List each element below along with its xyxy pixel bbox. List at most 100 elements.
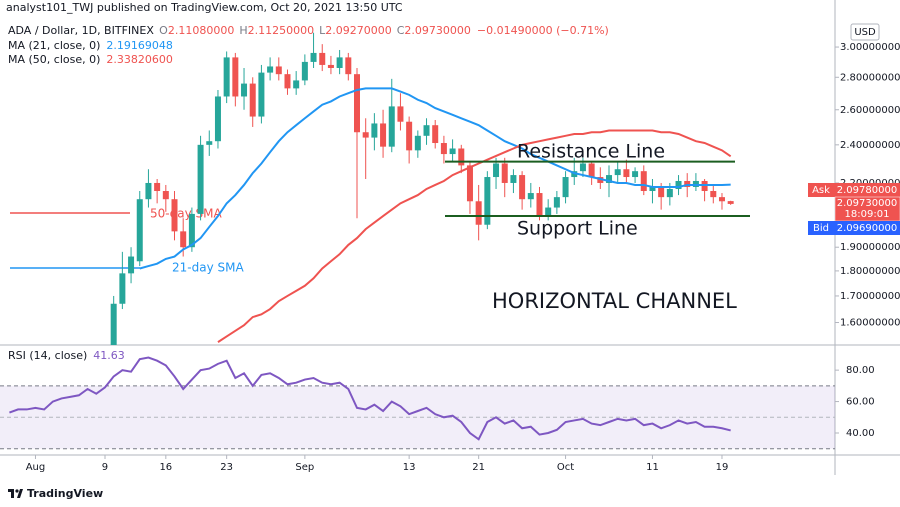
- y-tick-label: 40.00: [846, 428, 875, 439]
- legend-value: 2.33820600: [106, 53, 172, 66]
- candle-body: [327, 64, 334, 68]
- candle-body: [249, 83, 256, 117]
- series-line: [9, 356, 731, 441]
- candle-body: [553, 197, 560, 208]
- candle-body: [258, 72, 265, 117]
- candle-body: [449, 148, 456, 155]
- candle-body: [718, 197, 725, 202]
- candle-body: [162, 191, 169, 200]
- ohlc-value: 2.11250000: [248, 24, 314, 37]
- series-line: [217, 129, 732, 343]
- x-tick-label: Oct: [557, 462, 574, 473]
- annotation: HORIZONTAL CHANNEL: [492, 289, 737, 313]
- y-tick-label: 1.60000000: [840, 318, 900, 329]
- candle-body: [119, 273, 126, 304]
- candle-body: [579, 163, 586, 172]
- series-line: [139, 87, 731, 270]
- ohlc-key: C: [397, 24, 405, 37]
- candle-body: [180, 231, 187, 248]
- candle-body: [223, 57, 230, 97]
- last-price: 2.09730000: [837, 198, 897, 209]
- candle-body: [666, 188, 673, 198]
- candle-body: [362, 132, 369, 138]
- legend-entry: MA (50, close, 0) 2.33820600: [8, 53, 173, 66]
- bid-box: [835, 221, 900, 235]
- annotation: 21-day SMA: [172, 261, 244, 275]
- candle-body: [458, 148, 465, 166]
- candle-body: [275, 66, 282, 75]
- candle-body: [701, 180, 708, 192]
- candle-body: [206, 141, 213, 145]
- ask-price: 2.09780000: [837, 185, 897, 196]
- candle-body: [519, 175, 526, 200]
- bid-price: 2.09690000: [837, 223, 897, 234]
- bid-tag: Bid: [813, 223, 829, 234]
- x-tick-label: 21: [472, 462, 485, 473]
- legend-value: 41.63: [93, 349, 125, 362]
- candle-body: [527, 193, 534, 200]
- candle-body: [380, 123, 387, 147]
- x-tick-label: 13: [403, 462, 416, 473]
- candle-body: [406, 121, 413, 151]
- candle-body: [214, 96, 221, 142]
- x-tick-label: Aug: [26, 462, 46, 473]
- candle-body: [423, 125, 430, 136]
- y-tick-label: 1.90000000: [840, 242, 900, 253]
- candle-body: [154, 182, 161, 192]
- candle-body: [632, 171, 639, 178]
- candle-body: [727, 201, 734, 204]
- x-tick-label: 23: [220, 462, 233, 473]
- last-price-box: [834, 196, 900, 222]
- annotation: Resistance Line: [517, 141, 665, 163]
- published-line: analyst101_TWJ published on TradingView.…: [6, 1, 403, 14]
- candle-body: [336, 57, 343, 68]
- candle-body: [588, 163, 595, 178]
- x-tick-label: 19: [716, 462, 729, 473]
- annotation-layer: 50-day SMA 21-day SMA: [150, 207, 244, 275]
- y-tick-label: 1.80000000: [840, 266, 900, 277]
- ohlc-value: 2.09730000: [404, 24, 470, 37]
- y-tick-label: 3.00000000: [840, 42, 900, 53]
- candle-body: [301, 61, 308, 81]
- candle-body: [432, 125, 439, 144]
- annotation: Support Line: [517, 218, 638, 240]
- candle-body: [345, 57, 352, 75]
- legend-entry: RSI (14, close) 41.63: [8, 349, 125, 362]
- change: −0.01490000 (−0.71%): [477, 24, 609, 37]
- legend-entry: MA (21, close, 0) 2.19169048: [8, 39, 173, 52]
- candle-body: [675, 180, 682, 189]
- ask-tag-box: [808, 183, 835, 197]
- candle-body: [649, 186, 656, 192]
- candle-body: [232, 57, 239, 97]
- candle-body: [293, 80, 300, 89]
- candle-body: [197, 144, 204, 214]
- logo: [8, 489, 23, 498]
- annotation: 50-day SMA: [150, 207, 222, 221]
- candle-body: [110, 303, 117, 345]
- candle-body: [397, 106, 404, 122]
- candle-body: [710, 191, 717, 198]
- candle-body: [493, 163, 500, 178]
- candle-body: [136, 199, 143, 262]
- currency-box[interactable]: [850, 23, 880, 41]
- bid-tag-box: [808, 221, 835, 235]
- y-tick-label: 80.00: [846, 365, 875, 376]
- candle-body: [188, 213, 195, 248]
- candle-body: [284, 74, 291, 89]
- candle-body: [545, 207, 552, 217]
- rsi-pane: [0, 356, 835, 450]
- legend-value: 2.19169048: [106, 39, 172, 52]
- brand[interactable]: TradingView: [27, 487, 103, 500]
- currency: USD: [854, 27, 876, 38]
- ohlc-key: O: [159, 24, 168, 37]
- candle-body: [510, 175, 517, 183]
- candle-body: [440, 143, 447, 155]
- ohlc-value: 2.11080000: [168, 24, 234, 37]
- candle-body: [606, 175, 613, 183]
- x-tick-label: 9: [102, 462, 108, 473]
- candle-body: [241, 83, 248, 97]
- candle-body: [562, 177, 569, 198]
- y-tick-label: 60.00: [846, 397, 875, 408]
